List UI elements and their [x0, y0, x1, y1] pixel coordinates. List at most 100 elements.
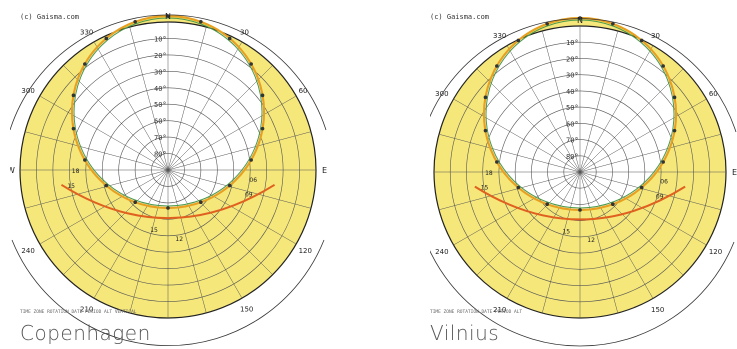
- azimuth-spoke: [541, 30, 581, 173]
- azimuth-label: 210: [493, 306, 506, 314]
- hour-dot: [545, 21, 549, 26]
- daylight-region: [434, 18, 726, 319]
- winter-extent-arc: [11, 239, 325, 347]
- altitude-label: 50°: [154, 101, 167, 109]
- azimuth-spoke: [579, 30, 619, 173]
- hour-label: 18: [485, 170, 493, 177]
- azimuth-spoke: [506, 171, 581, 299]
- azimuth-spoke: [167, 169, 312, 209]
- azimuth-label: 240: [435, 248, 448, 256]
- hour-dot: [249, 62, 253, 66]
- hour-dot: [249, 158, 253, 162]
- azimuth-spoke: [63, 169, 169, 275]
- azimuth-spoke: [476, 68, 581, 173]
- hour-dot: [639, 38, 644, 43]
- azimuth-label: 60: [709, 90, 718, 98]
- altitude-label: 40°: [566, 88, 579, 96]
- azimuth-spoke: [167, 169, 273, 275]
- altitude-label: 70°: [566, 137, 579, 145]
- azimuth-spoke: [476, 171, 581, 276]
- hour-dot: [260, 126, 265, 131]
- azimuth-label: 150: [240, 306, 253, 314]
- azimuth-label: 30: [651, 32, 660, 40]
- hour-label: 15: [481, 185, 489, 192]
- winter-solstice-path: [60, 183, 276, 220]
- hour-dot: [578, 16, 582, 20]
- azimuth-spoke: [167, 95, 297, 171]
- altitude-label: 80°: [566, 153, 579, 161]
- altitude-label: 50°: [566, 104, 579, 112]
- city-name: Copenhagen: [20, 321, 151, 345]
- azimuth-spoke: [579, 171, 684, 276]
- hour-dot: [516, 185, 521, 190]
- hour-dot: [495, 160, 499, 164]
- compass-west: W: [10, 166, 15, 175]
- hour-dot: [166, 14, 170, 18]
- credit-text: (c) Gaisma.com: [430, 13, 490, 21]
- hour-label: 06: [249, 177, 257, 184]
- altitude-label: 60°: [566, 120, 579, 128]
- hour-dot: [227, 183, 232, 188]
- altitude-label: 20°: [154, 52, 167, 60]
- hour-label: 06: [660, 179, 668, 186]
- compass-north: N: [577, 16, 583, 25]
- winter-solstice-path: [474, 185, 686, 221]
- hour-dot: [661, 64, 665, 68]
- azimuth-spoke: [93, 41, 169, 171]
- compass-east: E: [732, 168, 737, 177]
- hour-label: 15: [562, 228, 570, 235]
- altitude-label: 30°: [154, 68, 167, 76]
- azimuth-spoke: [24, 131, 169, 171]
- city-name: Vilnius: [430, 321, 500, 345]
- azimuth-label: 330: [493, 32, 506, 40]
- azimuth-spoke: [167, 131, 312, 171]
- hour-dot: [661, 160, 665, 164]
- hour-dot: [133, 200, 137, 205]
- azimuth-label: 30: [240, 28, 249, 36]
- hour-dot: [672, 128, 677, 133]
- azimuth-label: 210: [80, 306, 93, 314]
- azimuth-spoke: [579, 171, 722, 211]
- altitude-label: 20°: [566, 55, 579, 63]
- footer-text: TIME ZONE ROTATION DATE PERIOD ALT: [430, 310, 523, 315]
- azimuth-spoke: [541, 171, 581, 314]
- hour-dot: [71, 93, 76, 98]
- azimuth-spoke: [167, 169, 207, 314]
- hour-dot: [83, 158, 87, 162]
- azimuth-spoke: [506, 45, 581, 173]
- altitude-label: 40°: [154, 85, 167, 93]
- hour-dot: [578, 208, 582, 212]
- hour-dot: [483, 95, 488, 100]
- hour-dot: [639, 185, 644, 190]
- hour-label: 12: [175, 236, 183, 243]
- sunpath-panel-copenhagen: 10° 20° 30° 40° 50° 60° 70° 80° N E W 330 30 300 60 240…: [10, 0, 340, 349]
- hour-label: 15: [150, 227, 158, 234]
- equinox-path: [485, 19, 675, 209]
- altitude-label: 10°: [566, 39, 579, 47]
- winter-extent-arc: [430, 241, 735, 347]
- altitude-label: 60°: [154, 118, 167, 126]
- hour-dot: [71, 126, 76, 131]
- hour-label: 09: [245, 192, 253, 199]
- hour-dot: [104, 36, 109, 41]
- altitude-label: 70°: [154, 134, 167, 142]
- azimuth-spoke: [24, 169, 169, 209]
- compass-east: E: [322, 166, 327, 175]
- hour-dot: [166, 206, 170, 210]
- daylight-region: [20, 16, 316, 318]
- hour-dot: [483, 128, 488, 133]
- sunpath-diagram-copenhagen: 10° 20° 30° 40° 50° 60° 70° 80° N E W 330 30 300 60 240…: [10, 12, 327, 347]
- hour-label: 18: [72, 168, 80, 175]
- azimuth-spoke: [579, 45, 654, 173]
- azimuth-spoke: [93, 169, 169, 299]
- hour-dot: [495, 64, 499, 68]
- hour-dot: [611, 202, 615, 207]
- azimuth-spoke: [579, 133, 722, 173]
- sunpath-panel-vilnius: 10°20°30°40°50°60°70°80°NEW3303030060240…: [430, 0, 737, 349]
- azimuth-spoke: [579, 171, 619, 314]
- azimuth-label: 240: [21, 247, 34, 255]
- hour-dot: [545, 202, 549, 207]
- credit-text: (c) Gaisma.com: [20, 13, 80, 21]
- azimuth-spoke: [167, 169, 243, 299]
- altitude-label: 30°: [566, 72, 579, 80]
